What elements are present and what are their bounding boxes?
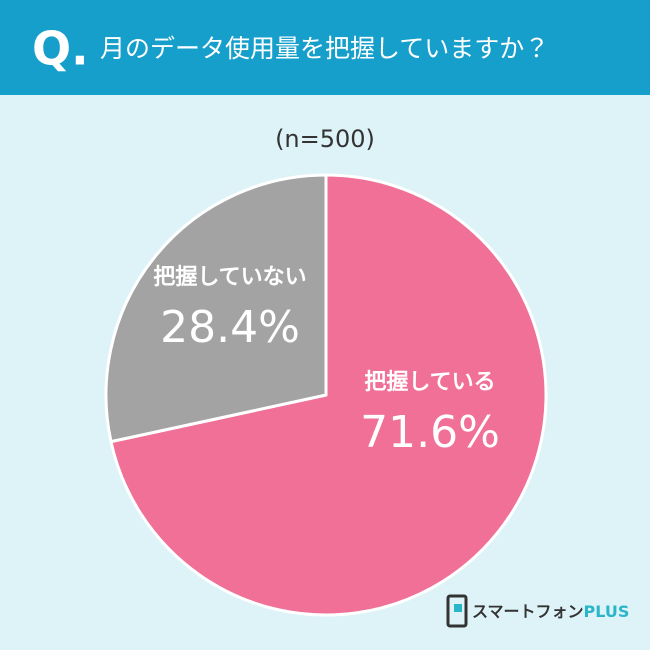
subtitle: (n=500) bbox=[275, 125, 375, 153]
slice-value-label: 28.4% bbox=[160, 302, 300, 353]
logo-icon-accent bbox=[454, 604, 462, 612]
pie-slice bbox=[104, 173, 328, 444]
logo-icon bbox=[446, 594, 468, 628]
question-label: Q. bbox=[32, 22, 89, 76]
chart-title: 月のデータ使用量を把握していますか？ bbox=[100, 34, 549, 63]
brand-logo: スマートフォンPLUS bbox=[446, 594, 629, 628]
slice-label: 把握している bbox=[364, 369, 495, 395]
pie: 把握している 71.6% 把握していない 28.4% bbox=[104, 173, 548, 617]
pie-slice bbox=[109, 173, 548, 617]
slice-value-label: 71.6% bbox=[360, 407, 500, 458]
brand-name: スマートフォン bbox=[472, 602, 584, 621]
brand-text: スマートフォンPLUS bbox=[472, 602, 629, 621]
slice-label: 把握していない bbox=[153, 264, 306, 290]
brand-suffix: PLUS bbox=[584, 602, 630, 621]
header bbox=[0, 0, 650, 95]
